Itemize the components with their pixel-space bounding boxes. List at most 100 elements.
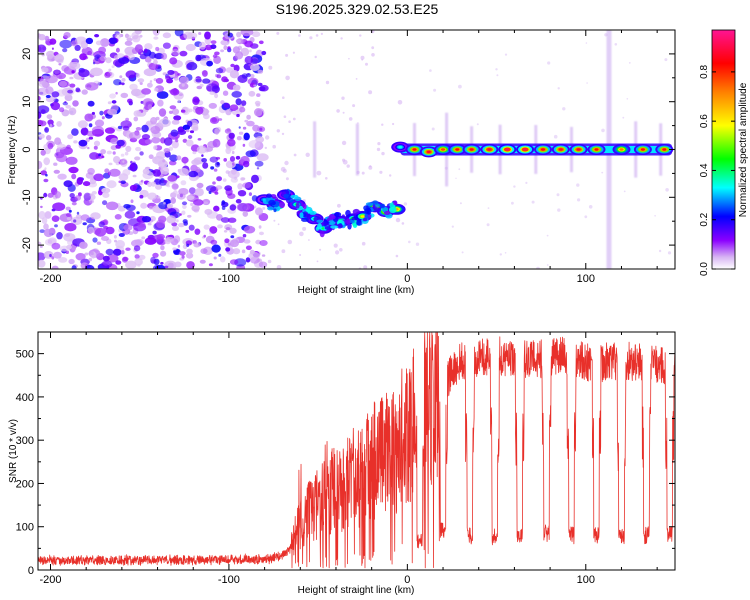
x-tick-label: 0	[404, 574, 410, 586]
noise-dot	[486, 223, 490, 227]
noise-blob	[102, 255, 110, 262]
noise-blob	[173, 76, 179, 81]
noise-blob	[166, 184, 171, 188]
noise-dot	[360, 55, 365, 60]
noise-blob	[136, 211, 140, 215]
noise-blob	[130, 160, 133, 164]
noise-blob	[229, 70, 239, 79]
noise-blob	[181, 255, 185, 259]
noise-blob	[99, 110, 104, 116]
noise-blob	[224, 185, 233, 191]
track-blob	[267, 206, 274, 211]
noise-blob	[134, 258, 143, 266]
noise-blob	[256, 167, 260, 170]
noise-blob	[186, 252, 194, 259]
noise-blob	[203, 234, 206, 238]
noise-blob	[58, 63, 62, 66]
noise-blob	[257, 69, 264, 74]
noise-blob	[56, 143, 67, 150]
noise-blob	[46, 114, 53, 120]
noise-blob	[167, 70, 175, 75]
noise-blob	[143, 68, 157, 77]
noise-dot	[455, 177, 457, 179]
noise-blob	[169, 57, 178, 65]
noise-blob	[40, 109, 46, 115]
noise-blob	[197, 138, 202, 141]
noise-dot	[487, 207, 490, 210]
noise-dot	[276, 129, 280, 133]
noise-blob	[213, 168, 218, 172]
noise-blob	[115, 260, 122, 265]
y-tick-label: 20	[21, 48, 33, 60]
noise-blob	[256, 93, 261, 97]
noise-dot	[461, 251, 464, 254]
noise-dot	[302, 226, 307, 231]
track-blob	[268, 199, 276, 206]
noise-dot	[342, 158, 346, 162]
noise-dot	[282, 96, 285, 99]
noise-blob	[59, 39, 73, 49]
noise-blob	[66, 217, 71, 221]
noise-blob	[188, 224, 195, 231]
noise-blob	[157, 99, 164, 107]
noise-blob	[233, 64, 240, 72]
noise-blob	[43, 192, 48, 198]
noise-blob	[163, 148, 170, 153]
noise-blob	[57, 173, 67, 180]
noise-blob	[74, 195, 81, 201]
noise-blob	[68, 107, 77, 116]
noise-blob	[192, 169, 196, 172]
noise-blob	[84, 252, 89, 256]
noise-blob	[45, 173, 48, 177]
colorbar-label: Normalized spectral amplitude	[738, 82, 749, 217]
noise-blob	[192, 126, 199, 132]
noise-blob	[63, 180, 73, 188]
noise-blob	[65, 104, 72, 109]
noise-blob	[144, 139, 153, 145]
noise-blob	[71, 173, 77, 180]
noise-blob	[115, 240, 125, 249]
spectrogram-x-axis: -200 -100 0 100	[39, 30, 658, 285]
track-blob	[352, 208, 360, 215]
noise-blob	[100, 149, 106, 155]
noise-dot	[476, 123, 479, 126]
chart-title: S196.2025.329.02.53.E25	[276, 1, 439, 17]
noise-blob	[229, 204, 237, 211]
noise-blob	[213, 256, 217, 260]
noise-blob	[121, 82, 125, 86]
noise-blob	[249, 73, 255, 79]
track-blob	[323, 221, 327, 227]
noise-blob	[210, 239, 218, 245]
noise-blob	[194, 228, 201, 235]
noise-blob	[165, 236, 174, 243]
track-contour	[398, 145, 403, 149]
noise-blob	[168, 160, 177, 166]
noise-blob	[223, 158, 227, 162]
noise-blob	[236, 31, 242, 38]
track-blob	[295, 201, 300, 209]
noise-blob	[199, 259, 206, 264]
noise-blob	[204, 31, 211, 40]
noise-blob	[102, 200, 108, 206]
noise-blob	[79, 53, 87, 61]
noise-blob	[163, 179, 168, 183]
noise-blob	[229, 104, 239, 111]
track-blob	[366, 207, 372, 215]
noise-blob	[191, 159, 201, 166]
noise-blob	[158, 108, 167, 117]
noise-blob	[182, 204, 187, 210]
noise-blob	[237, 183, 243, 190]
noise-blob	[153, 59, 158, 65]
noise-blob	[156, 91, 169, 99]
noise-blob	[216, 176, 223, 182]
noise-blob	[152, 169, 162, 177]
noise-blob	[167, 262, 174, 269]
noise-dot	[525, 181, 528, 184]
noise-blob	[235, 199, 242, 204]
noise-blob	[198, 32, 202, 35]
track-blob	[316, 219, 324, 223]
noise-dot	[495, 68, 498, 71]
noise-blob	[214, 51, 220, 56]
noise-blob	[241, 177, 246, 180]
noise-blob	[150, 256, 157, 264]
